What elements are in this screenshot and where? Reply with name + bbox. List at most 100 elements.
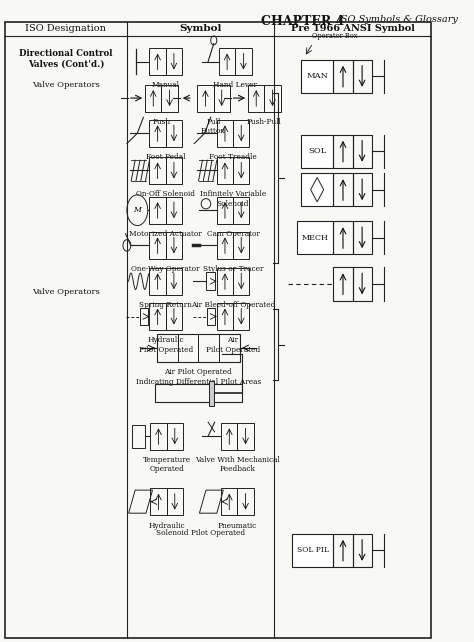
Bar: [214, 85, 230, 112]
Bar: [264, 85, 281, 112]
Bar: [155, 385, 242, 403]
Bar: [221, 423, 237, 450]
Text: Valve Operators: Valve Operators: [32, 288, 100, 296]
Bar: [333, 534, 353, 567]
Bar: [162, 85, 178, 112]
Bar: [149, 48, 166, 75]
Bar: [167, 488, 183, 515]
Bar: [233, 157, 249, 184]
Text: Motorized Actuator: Motorized Actuator: [129, 230, 202, 238]
Text: Push: Push: [153, 118, 171, 126]
Bar: [333, 60, 353, 93]
Bar: [166, 48, 182, 75]
Bar: [217, 268, 233, 295]
Text: Hydraulic
Pilot Operated: Hydraulic Pilot Operated: [138, 336, 193, 354]
Bar: [233, 268, 249, 295]
Bar: [233, 120, 249, 147]
Text: Valve With Mechanical
Feedback: Valve With Mechanical Feedback: [195, 456, 280, 473]
Bar: [233, 303, 249, 330]
Bar: [166, 157, 182, 184]
Text: Hand Lever: Hand Lever: [213, 82, 257, 89]
Bar: [353, 173, 372, 206]
Bar: [333, 267, 353, 300]
Text: Solenoid Pilot Operated: Solenoid Pilot Operated: [156, 529, 245, 537]
Text: Symbol: Symbol: [179, 24, 222, 33]
Text: Spring Return: Spring Return: [139, 301, 192, 309]
Bar: [301, 135, 333, 168]
Bar: [353, 135, 372, 168]
Text: Air
Pilot Operated: Air Pilot Operated: [206, 336, 260, 354]
Bar: [207, 308, 215, 325]
Bar: [149, 268, 166, 295]
Bar: [248, 85, 264, 112]
Bar: [333, 135, 353, 168]
Text: Foot Pedal: Foot Pedal: [146, 153, 185, 161]
Text: Air Bleed-off Operated: Air Bleed-off Operated: [191, 301, 275, 309]
Bar: [353, 60, 372, 93]
Bar: [166, 232, 182, 259]
Text: Valve Operators: Valve Operators: [32, 81, 100, 89]
Text: Operator Box: Operator Box: [312, 32, 357, 40]
Text: Pneumatic: Pneumatic: [218, 521, 257, 530]
Bar: [132, 425, 145, 448]
Text: ISO Symbols & Glossary: ISO Symbols & Glossary: [337, 15, 458, 24]
Text: Stylus or Tracer: Stylus or Tracer: [203, 265, 264, 273]
Bar: [150, 488, 167, 515]
Text: SOL PIL: SOL PIL: [297, 546, 329, 554]
Bar: [197, 85, 214, 112]
Bar: [292, 534, 333, 567]
Text: Pre 1966 ANSI Symbol: Pre 1966 ANSI Symbol: [291, 24, 414, 33]
Bar: [333, 173, 353, 206]
Bar: [206, 272, 215, 290]
Bar: [219, 48, 235, 75]
Bar: [217, 157, 233, 184]
Bar: [140, 308, 148, 325]
Text: M: M: [134, 206, 141, 214]
Bar: [209, 381, 214, 406]
Text: Manual: Manual: [152, 82, 180, 89]
Text: MAN: MAN: [306, 73, 328, 80]
Text: Cam Operator: Cam Operator: [207, 230, 260, 238]
Bar: [150, 423, 167, 450]
Bar: [301, 173, 333, 206]
Bar: [157, 334, 240, 362]
Bar: [166, 196, 182, 223]
Text: SOL: SOL: [308, 147, 326, 155]
Bar: [149, 303, 166, 330]
Bar: [217, 303, 233, 330]
Bar: [235, 48, 252, 75]
Bar: [237, 488, 254, 515]
Bar: [333, 221, 353, 254]
Bar: [353, 221, 372, 254]
Text: CHAPTER 4: CHAPTER 4: [261, 15, 345, 28]
Bar: [237, 423, 254, 450]
Text: Foot Treadle: Foot Treadle: [209, 153, 257, 161]
Bar: [166, 120, 182, 147]
Bar: [149, 120, 166, 147]
Bar: [297, 221, 333, 254]
Bar: [149, 196, 166, 223]
Bar: [166, 303, 182, 330]
Text: On-Off Solenoid: On-Off Solenoid: [136, 190, 195, 198]
Bar: [233, 232, 249, 259]
Bar: [353, 534, 372, 567]
Bar: [353, 267, 372, 300]
Bar: [217, 232, 233, 259]
Bar: [149, 157, 166, 184]
Bar: [145, 85, 162, 112]
Text: Hydraulic: Hydraulic: [148, 521, 185, 530]
Text: Pull
Button: Pull Button: [201, 118, 226, 135]
Text: Air Pilot Operated
Indicating Differential Pilot Areas: Air Pilot Operated Indicating Differenti…: [136, 369, 261, 386]
Bar: [166, 268, 182, 295]
Text: Infinitely Variable
Solenoid: Infinitely Variable Solenoid: [200, 190, 266, 207]
Bar: [217, 120, 233, 147]
Bar: [301, 60, 333, 93]
Bar: [233, 196, 249, 223]
Text: ISO Designation: ISO Designation: [26, 24, 106, 33]
Bar: [217, 196, 233, 223]
Text: MECH: MECH: [301, 234, 328, 242]
Text: Push-Pull: Push-Pull: [247, 118, 282, 126]
Text: Directional Control
Valves (Cont'd.): Directional Control Valves (Cont'd.): [19, 49, 113, 69]
Bar: [167, 423, 183, 450]
Text: Temperature
Operated: Temperature Operated: [143, 456, 191, 473]
